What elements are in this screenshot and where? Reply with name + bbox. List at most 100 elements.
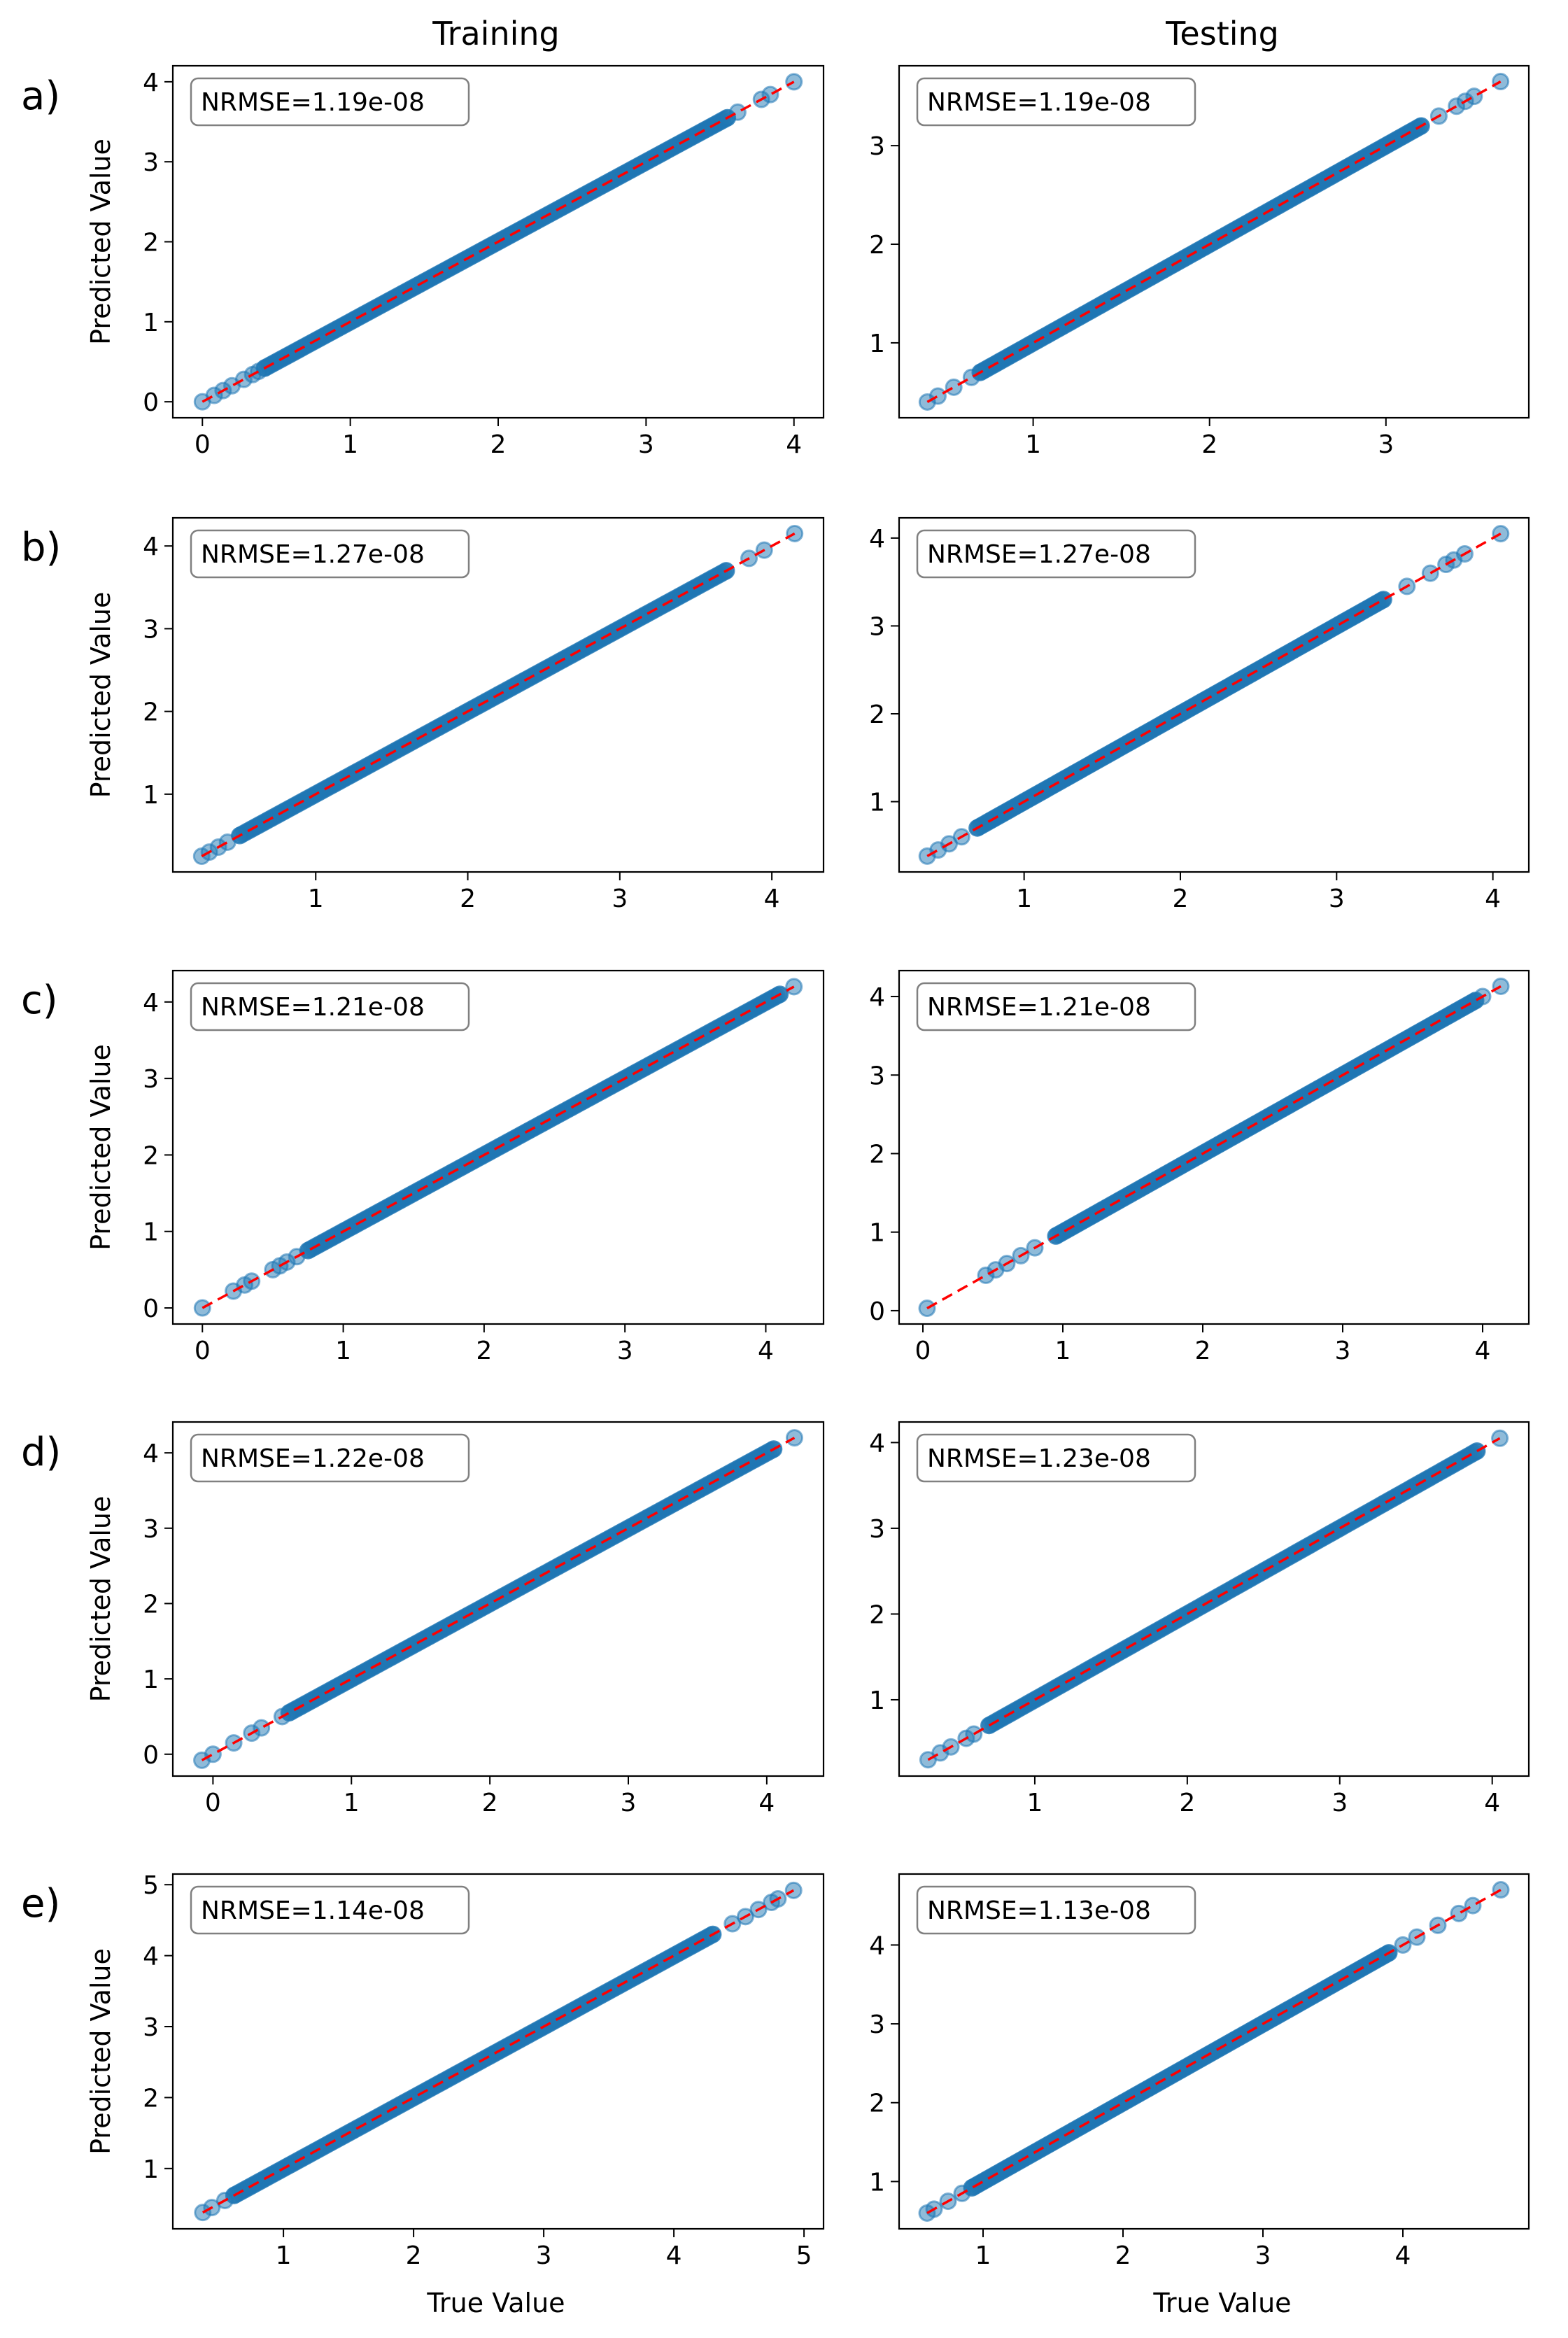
panel-e-training: e) 1 2 3 4 5 1 2 3 4 5 Predicted Value NRMSE=1.14e-0… [21, 1871, 825, 2270]
metric-label-b-testing: NRMSE=1.27e-08 [927, 540, 1151, 569]
x-tick-label: 3 [621, 1789, 637, 1817]
scatter-point [945, 378, 963, 396]
y-axis-label-c: Predicted Value [85, 1044, 116, 1251]
plot-area-d-testing [919, 1429, 1509, 1769]
metric-box-c-training [190, 982, 470, 1031]
reference-line-b-training [201, 532, 796, 858]
y-axis-label-e: Predicted Value [85, 1948, 116, 2155]
metric-box-c-testing [916, 982, 1196, 1031]
y-tick-label: 0 [143, 1295, 159, 1323]
x-tick-label: 1 [975, 2241, 991, 2270]
y-tick-label: 2 [143, 698, 159, 727]
y-tick-label: 2 [143, 1141, 159, 1170]
plot-area-c-training [193, 978, 803, 1317]
panel-label-c: c) [21, 978, 58, 1023]
y-tick-label: 1 [869, 789, 885, 817]
y-tick-label: 1 [143, 2155, 159, 2184]
panel-label-a: a) [21, 73, 60, 119]
x-tick-label: 3 [612, 885, 628, 913]
x-tick-label: 2 [1201, 430, 1217, 459]
panel-a-testing: 1 2 3 1 2 3 NRMSE=1.19e-08 [869, 64, 1530, 459]
scatter-point [204, 1745, 222, 1763]
scatter-point [1450, 1904, 1468, 1922]
scatter-point [1421, 564, 1439, 582]
x-tick-label: 4 [758, 1337, 774, 1365]
y-tick-label: 3 [869, 1515, 885, 1544]
y-tick-label: 2 [143, 2084, 159, 2113]
y-tick-label: 0 [869, 1297, 885, 1326]
scatter-point [1374, 591, 1392, 609]
panel-c-testing: 0 1 2 3 4 0 1 2 3 4 NRMSE=1.21e-08 [869, 969, 1530, 1365]
y-tick-label: 1 [143, 781, 159, 810]
scatter-point [980, 1717, 998, 1735]
y-tick-label: 2 [869, 700, 885, 729]
scatter-point [928, 387, 947, 405]
plot-area-e-testing [918, 1881, 1510, 2222]
y-tick-label: 4 [869, 983, 885, 1012]
x-tick-label: 1 [344, 1789, 360, 1817]
x-tick-label: 4 [1395, 2241, 1411, 2270]
y-tick-label: 1 [869, 1219, 885, 1248]
x-axis-label-training: True Value [426, 2288, 565, 2318]
x-tick-label: 1 [308, 885, 324, 913]
reference-line-a-testing [926, 80, 1502, 403]
y-tick-label: 1 [869, 2168, 885, 2197]
plot-area-d-training [193, 1429, 803, 1769]
y-tick-label: 4 [143, 1943, 159, 1971]
reference-line-c-testing [926, 985, 1502, 1310]
panel-b-training: b) 1 2 3 4 1 2 3 4 Predicted Value NRMSE=1.27e-08 [21, 516, 825, 913]
plot-area-a-training [193, 73, 803, 411]
scatter-point [1492, 1881, 1510, 1899]
x-tick-label: 1 [1026, 1789, 1043, 1817]
axes-frame-b-training [171, 516, 825, 873]
y-tick-label: 4 [143, 1439, 159, 1468]
metric-box-b-testing [916, 529, 1196, 579]
x-tick-label: 3 [536, 2241, 552, 2270]
y-tick-label: 4 [143, 533, 159, 561]
y-tick-label: 4 [869, 1429, 885, 1458]
y-tick-label: 2 [869, 1600, 885, 1629]
x-tick-label: 3 [1329, 885, 1345, 913]
panel-label-e: e) [21, 1881, 60, 1927]
metric-box-a-training [190, 77, 470, 127]
x-tick-label: 0 [915, 1337, 931, 1365]
metric-label-b-training: NRMSE=1.27e-08 [201, 540, 425, 569]
metric-label-d-testing: NRMSE=1.23e-08 [927, 1444, 1151, 1473]
scatter-point [965, 1725, 983, 1743]
axes-frame-e-training [171, 1873, 825, 2230]
x-tick-label: 2 [476, 1337, 492, 1365]
plot-area-e-training [194, 1881, 803, 2222]
x-tick-label: 1 [1016, 885, 1032, 913]
plot-area-c-testing [918, 977, 1510, 1318]
y-tick-label: 1 [143, 1666, 159, 1694]
y-tick-label: 3 [143, 615, 159, 644]
x-tick-label: 1 [335, 1337, 351, 1365]
reference-line-b-testing [926, 533, 1502, 857]
x-tick-label: 4 [1484, 1789, 1500, 1817]
y-tick-label: 3 [869, 612, 885, 641]
y-tick-label: 2 [869, 1140, 885, 1169]
x-tick-label: 3 [1255, 2241, 1271, 2270]
scatter-point [785, 73, 803, 91]
y-tick-label: 1 [869, 1686, 885, 1715]
x-tick-label: 4 [764, 885, 780, 913]
metric-box-e-training [190, 1885, 470, 1935]
x-tick-label: 2 [1115, 2241, 1131, 2270]
panel-label-d: d) [21, 1430, 61, 1475]
x-tick-label: 2 [406, 2241, 422, 2270]
metric-box-d-training [190, 1433, 470, 1483]
dense-points-e-testing [963, 1944, 1398, 2197]
x-axis-label-testing: True Value [1152, 2288, 1291, 2318]
y-tick-label: 3 [143, 1065, 159, 1094]
plot-area-b-testing [918, 525, 1510, 865]
metric-label-a-testing: NRMSE=1.19e-08 [927, 88, 1151, 117]
metric-label-c-training: NRMSE=1.21e-08 [201, 993, 425, 1022]
axes-frame-b-testing [898, 516, 1530, 873]
scatter-point [1464, 1896, 1482, 1915]
reference-line-a-training [202, 80, 795, 403]
metric-label-d-training: NRMSE=1.22e-08 [201, 1444, 425, 1473]
metric-box-b-training [190, 529, 470, 579]
reference-line-c-training [202, 985, 795, 1309]
scatter-point [728, 103, 747, 121]
x-tick-label: 0 [195, 430, 211, 459]
